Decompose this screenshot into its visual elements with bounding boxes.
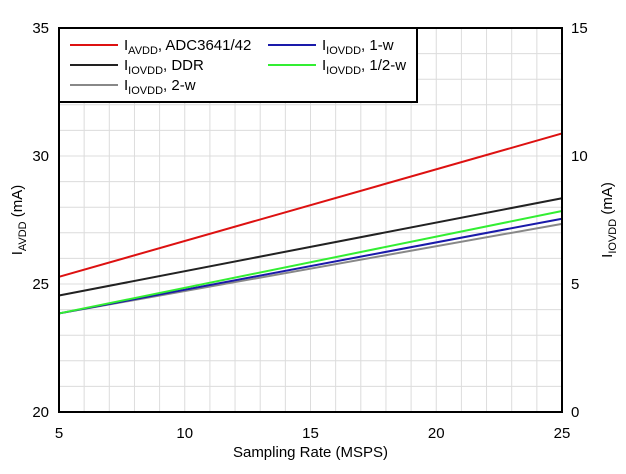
legend-box — [58, 27, 418, 103]
y-right-label-main: I — [599, 254, 616, 258]
x-tick-label: 15 — [302, 425, 319, 442]
y-right-tick-label: 10 — [571, 148, 588, 165]
y-left-label-sub: AVDD — [17, 221, 29, 251]
y-left-tick-label: 20 — [32, 404, 49, 421]
y-right-tick-label: 0 — [571, 404, 579, 421]
y-right-label-sub: IOVDD — [607, 219, 619, 254]
y-left-label-main: I — [9, 251, 26, 255]
x-axis-label: Sampling Rate (MSPS) — [233, 444, 388, 461]
legend-label-4: IIOVDD, 1/2-w — [322, 57, 406, 77]
series-lines — [58, 132, 563, 315]
y-axis-left-label: IAVDD (mA) — [9, 185, 29, 256]
series-line-1 — [58, 197, 563, 297]
series-line-3 — [58, 217, 563, 315]
legend-label-2: IIOVDD, 2-w — [124, 77, 196, 97]
y-axis-right-label: IIOVDD (mA) — [599, 182, 619, 258]
tick-labels: 5 10 15 20 25 20 25 30 35 0 5 10 15 — [32, 20, 587, 442]
legend-label-1: IIOVDD, DDR — [124, 57, 204, 77]
legend-label-0: IAVDD, ADC3641/42 — [124, 37, 251, 57]
x-tick-label: 20 — [428, 425, 445, 442]
y-left-tick-label: 35 — [32, 20, 49, 37]
y-right-tick-label: 15 — [571, 20, 588, 37]
x-tick-label: 5 — [55, 425, 63, 442]
y-left-label-unit: (mA) — [9, 185, 26, 222]
series-line-0 — [58, 132, 563, 278]
y-left-tick-label: 30 — [32, 148, 49, 165]
series-line-4 — [58, 210, 563, 315]
y-right-label-unit: (mA) — [599, 182, 616, 219]
y-right-tick-label: 5 — [571, 276, 579, 293]
legend-label-3: IIOVDD, 1-w — [322, 37, 394, 57]
x-tick-label: 10 — [176, 425, 193, 442]
y-left-tick-label: 25 — [32, 276, 49, 293]
x-tick-label: 25 — [554, 425, 571, 442]
